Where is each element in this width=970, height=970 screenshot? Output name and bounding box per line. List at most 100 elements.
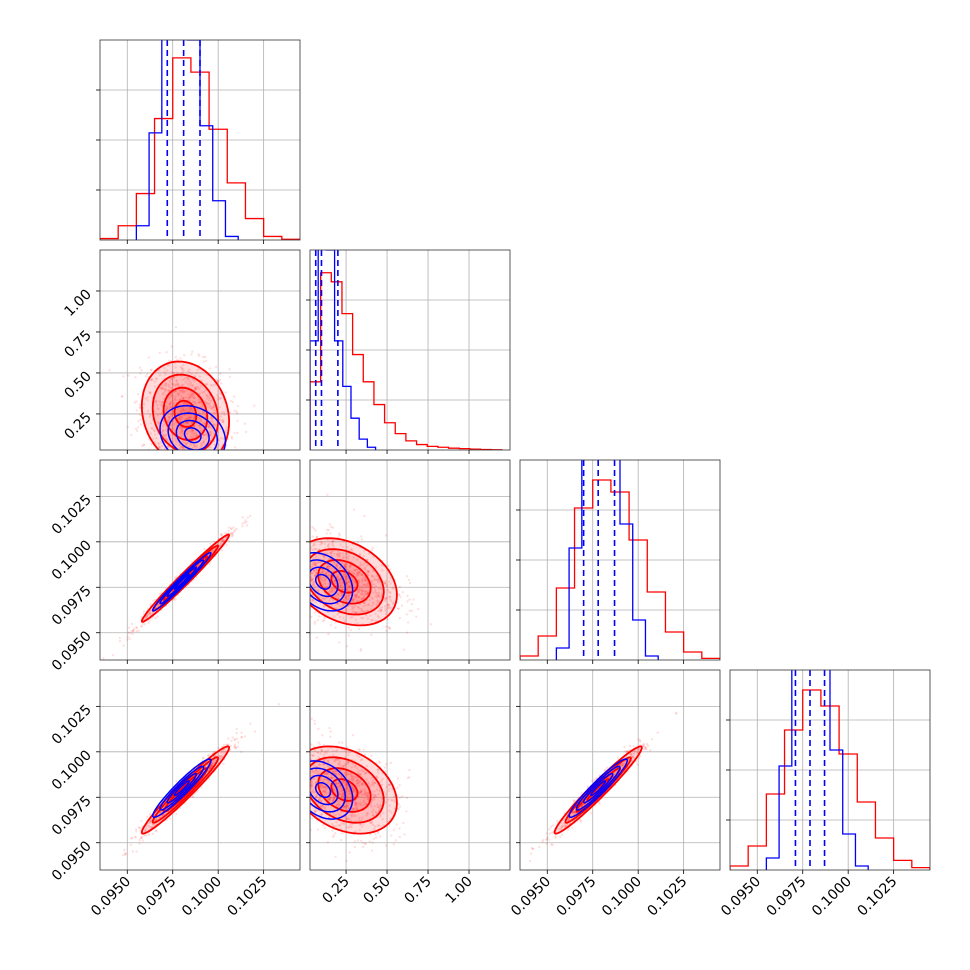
sample-point xyxy=(177,383,180,386)
sample-point xyxy=(145,614,149,618)
sample-point xyxy=(154,617,157,620)
sample-point xyxy=(191,392,195,395)
sample-point xyxy=(364,771,368,775)
sample-point xyxy=(366,564,369,567)
sample-point xyxy=(312,764,315,767)
sample-point xyxy=(127,626,131,629)
sample-point xyxy=(350,825,353,829)
sample-point xyxy=(311,577,315,581)
sample-point xyxy=(173,577,177,580)
sample-point xyxy=(357,802,360,806)
sample-point xyxy=(347,772,351,776)
sample-point xyxy=(174,438,177,441)
sample-point xyxy=(185,402,188,405)
sample-point xyxy=(124,852,127,855)
sample-point xyxy=(140,836,143,840)
sample-point xyxy=(353,569,356,572)
sample-point xyxy=(183,353,186,357)
sample-point xyxy=(339,764,342,767)
sample-point xyxy=(209,766,212,769)
sample-point xyxy=(338,554,341,558)
sample-point xyxy=(208,404,212,408)
sample-point xyxy=(211,762,214,765)
sample-point xyxy=(347,598,350,602)
sample-point xyxy=(331,599,335,602)
sample-point xyxy=(351,616,354,619)
sample-point xyxy=(207,399,211,402)
sample-point xyxy=(332,811,335,815)
sample-point xyxy=(208,766,211,770)
sample-point xyxy=(171,413,174,416)
sample-point xyxy=(318,575,322,578)
sample-point xyxy=(135,626,139,630)
sample-point xyxy=(324,572,327,575)
sample-point xyxy=(358,816,361,819)
sample-point xyxy=(343,804,346,808)
sample-point xyxy=(198,375,201,378)
sample-point xyxy=(172,371,175,375)
sample-point xyxy=(166,405,169,408)
sample-point xyxy=(315,796,318,799)
sample-point xyxy=(121,395,124,398)
sample-point xyxy=(215,378,218,381)
sample-point xyxy=(222,538,226,541)
sample-point xyxy=(344,756,347,759)
sample-point xyxy=(171,382,175,386)
blue-contour-3-0 xyxy=(173,780,190,797)
sample-point xyxy=(331,539,334,543)
sample-point xyxy=(198,401,201,404)
sample-point xyxy=(149,378,153,382)
sample-point xyxy=(328,598,331,602)
sample-point xyxy=(323,778,327,781)
sample-point xyxy=(376,805,380,809)
sample-point xyxy=(211,407,214,411)
sample-point xyxy=(165,351,168,354)
sample-point xyxy=(212,405,215,408)
sample-point xyxy=(249,514,252,518)
sample-point xyxy=(329,795,332,799)
sample-point xyxy=(203,399,207,403)
sample-point xyxy=(347,557,350,561)
sample-point xyxy=(385,604,389,607)
sample-point xyxy=(208,767,211,770)
sample-point xyxy=(380,783,384,786)
blue-contour-4-2 xyxy=(310,767,346,813)
sample-point xyxy=(319,763,322,767)
sample-point xyxy=(156,604,159,608)
sample-point xyxy=(336,592,340,595)
sample-point xyxy=(408,581,412,585)
sample-point xyxy=(321,763,325,766)
sample-point xyxy=(204,359,208,362)
sample-point xyxy=(147,621,150,625)
sample-point xyxy=(376,768,380,771)
sample-point xyxy=(334,772,337,776)
sample-point xyxy=(178,390,181,394)
sample-point xyxy=(626,750,630,753)
sample-point xyxy=(401,591,404,594)
sample-point xyxy=(384,599,387,602)
sample-point xyxy=(220,750,224,753)
sample-point xyxy=(352,598,355,602)
sample-point xyxy=(357,748,360,751)
sample-point xyxy=(371,823,375,827)
sample-point xyxy=(241,522,244,525)
sample-point xyxy=(357,590,360,593)
sample-point xyxy=(144,826,148,830)
sample-point xyxy=(353,790,356,793)
sample-point xyxy=(581,803,585,806)
x-tick-label: 1.00 xyxy=(442,874,475,907)
sample-point xyxy=(346,556,349,559)
sample-point xyxy=(337,781,340,785)
sample-point xyxy=(388,604,391,607)
sample-point xyxy=(387,564,390,568)
sample-point xyxy=(379,815,382,818)
sample-point xyxy=(317,751,320,754)
sample-point xyxy=(336,613,339,616)
sample-point xyxy=(182,422,186,425)
sample-point xyxy=(214,365,218,369)
sample-point xyxy=(377,616,380,619)
sample-point xyxy=(135,626,138,629)
x-tick-label: 0.1025 xyxy=(225,874,271,920)
sample-point xyxy=(211,550,214,553)
sample-point xyxy=(331,540,334,544)
